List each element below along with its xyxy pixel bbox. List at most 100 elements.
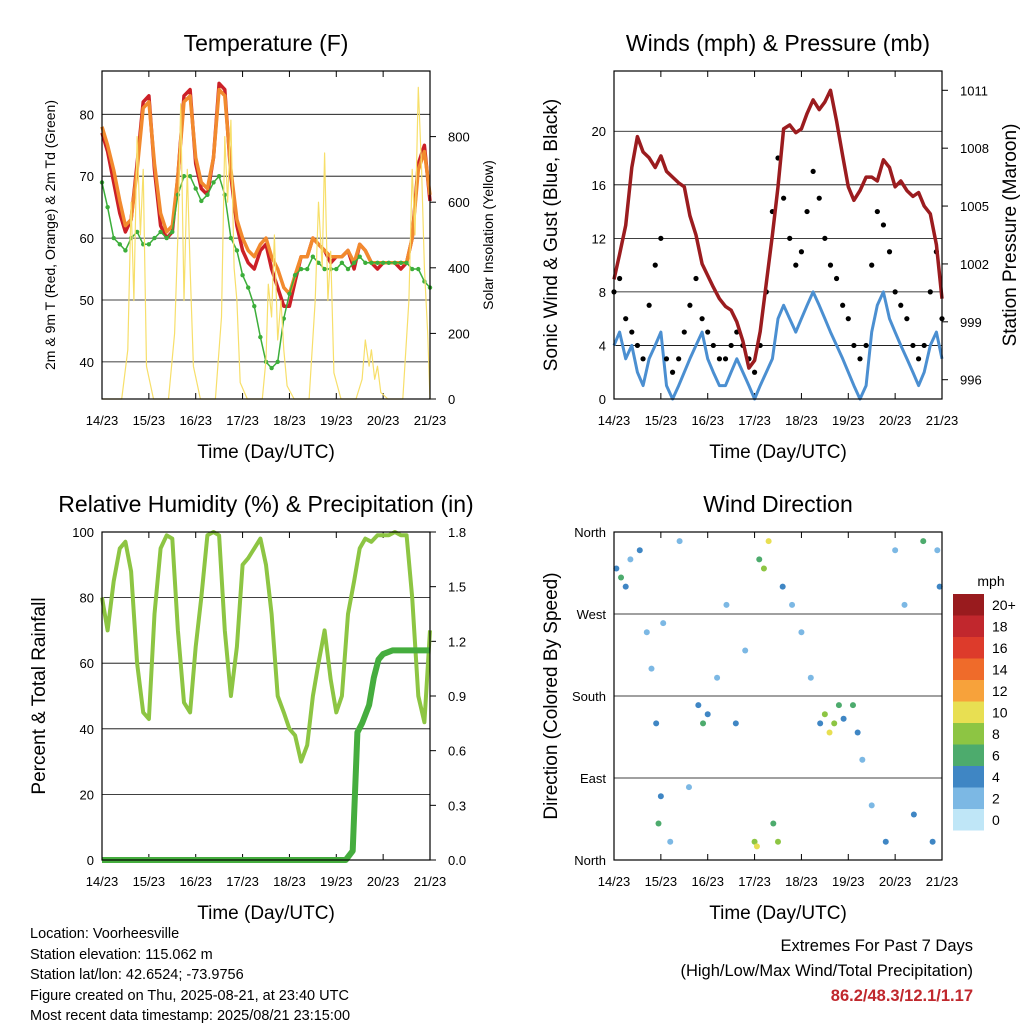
- y-tick-label: West: [577, 607, 607, 622]
- y-tick-label: 70: [80, 169, 94, 184]
- y-tick-label: 80: [80, 591, 94, 606]
- x-tick-label: 20/23: [367, 413, 400, 428]
- direction-point: [882, 838, 889, 845]
- x-tick-label: 17/23: [738, 413, 771, 428]
- station-info: Location: Voorheesville Station elevatio…: [30, 924, 350, 1027]
- y-tick-label: 4: [599, 338, 606, 353]
- y-tick-label: 20: [80, 787, 94, 802]
- y-tick-label: 16: [592, 178, 606, 193]
- y-tick-label: East: [580, 771, 606, 786]
- y-tick-label-right: 1.5: [448, 580, 466, 595]
- y-tick-label: 40: [80, 355, 94, 370]
- x-tick-label: 18/23: [273, 413, 306, 428]
- y-tick-label-right: 1002: [960, 257, 989, 272]
- x-tick-label: 19/23: [320, 413, 353, 428]
- direction-point: [704, 711, 711, 718]
- direction-point: [859, 756, 866, 763]
- x-tick-label: 21/23: [926, 413, 959, 428]
- y-tick-label-right: 999: [960, 315, 982, 330]
- x-tick-label: 21/23: [926, 874, 959, 889]
- legend-label: 12: [992, 683, 1008, 699]
- legend-swatch: [953, 744, 984, 766]
- recent-timestamp: Most recent data timestamp: 2025/08/21 2…: [30, 1008, 351, 1024]
- x-tick-label: 16/23: [691, 413, 724, 428]
- direction-point: [892, 547, 899, 554]
- gust-point: [646, 302, 652, 308]
- chart-title: Relative Humidity (%) & Precipitation (i…: [58, 491, 473, 517]
- x-tick-label: 19/23: [320, 874, 353, 889]
- y-tick-label: 8: [599, 285, 606, 300]
- direction-point: [723, 601, 730, 608]
- y-tick-label-right: 1.2: [448, 634, 466, 649]
- y-axis-label: Sonic Wind & Gust (Blue, Black): [541, 99, 562, 371]
- panel-3: Wind Direction Time (Day/UTC) Direction (C…: [541, 491, 1016, 924]
- x-tick-label: 15/23: [133, 874, 166, 889]
- y-axis-label: Percent & Total Rainfall: [29, 597, 50, 794]
- gust-point: [640, 356, 646, 362]
- x-tick-label: 18/23: [785, 413, 818, 428]
- x-tick-label: 14/23: [86, 874, 119, 889]
- plot-frame: [101, 70, 431, 400]
- x-tick-label: 20/23: [367, 874, 400, 889]
- y-tick-label-right: 0.3: [448, 798, 466, 813]
- direction-point: [655, 820, 662, 827]
- direction-point: [742, 647, 749, 654]
- panel-1: Winds (mph) & Pressure (mb) Time (Day/UTC…: [541, 30, 1021, 463]
- direction-point: [849, 702, 856, 709]
- x-axis-label: Time (Day/UTC): [709, 442, 847, 463]
- direction-point: [929, 838, 936, 845]
- gust-point: [722, 356, 729, 362]
- y-tick-label-right: 400: [448, 261, 470, 276]
- y-tick-label-right: 996: [960, 373, 982, 388]
- direction-point: [618, 574, 625, 581]
- x-axis-label: Time (Day/UTC): [197, 442, 335, 463]
- x-tick-label: 18/23: [785, 874, 818, 889]
- x-tick-label: 20/23: [879, 413, 912, 428]
- panel-0: Temperature (F) Time (Day/UTC) 2m & 9m T (…: [42, 30, 496, 463]
- gust-point: [822, 235, 828, 241]
- y-tick-label-right: 0.9: [448, 689, 466, 704]
- direction-point: [685, 784, 692, 791]
- x-tick-label: 14/23: [86, 413, 119, 428]
- gust-point: [904, 316, 910, 322]
- extremes-title: Extremes For Past 7 Days: [780, 937, 973, 955]
- figure-created: Figure created on Thu, 2025-08-21, at 23…: [30, 987, 349, 1004]
- gust-point: [921, 342, 927, 349]
- gust-point: [617, 275, 623, 282]
- gust-point: [658, 235, 664, 241]
- direction-point: [653, 720, 660, 727]
- legend-swatch: [953, 723, 984, 745]
- direction-point: [622, 583, 629, 590]
- direction-point: [751, 838, 758, 845]
- y-tick-label-right: 0: [448, 392, 455, 407]
- legend-label: 6: [992, 748, 1000, 764]
- legend-label: 4: [992, 769, 1000, 785]
- y-tick-label: North: [574, 853, 606, 868]
- gust-point: [845, 316, 851, 322]
- direction-point: [789, 601, 796, 608]
- x-tick-label: 17/23: [226, 413, 259, 428]
- x-tick-label: 14/23: [598, 413, 631, 428]
- direction-point: [765, 538, 772, 545]
- x-tick-label: 17/23: [226, 874, 259, 889]
- direction-point: [826, 729, 833, 736]
- legend-swatch: [953, 615, 984, 637]
- gust-point: [728, 342, 734, 349]
- x-tick-label: 18/23: [273, 874, 306, 889]
- station-latlon: Station lat/lon: 42.6524; -73.9756: [30, 967, 244, 983]
- direction-point: [854, 729, 861, 736]
- gust-point: [910, 342, 916, 349]
- legend-swatch: [953, 594, 984, 616]
- direction-point: [667, 838, 674, 845]
- legend-swatch: [953, 809, 984, 831]
- y-tick-label: 12: [592, 231, 606, 246]
- y-tick-label: 80: [80, 107, 94, 122]
- direction-point: [936, 583, 943, 590]
- legend-swatch: [953, 766, 984, 788]
- gust-point: [827, 262, 834, 268]
- legend-label: 0: [992, 812, 1000, 828]
- y-tick-label: 50: [80, 293, 94, 308]
- y-tick-label: South: [572, 689, 606, 704]
- direction-point: [753, 843, 760, 850]
